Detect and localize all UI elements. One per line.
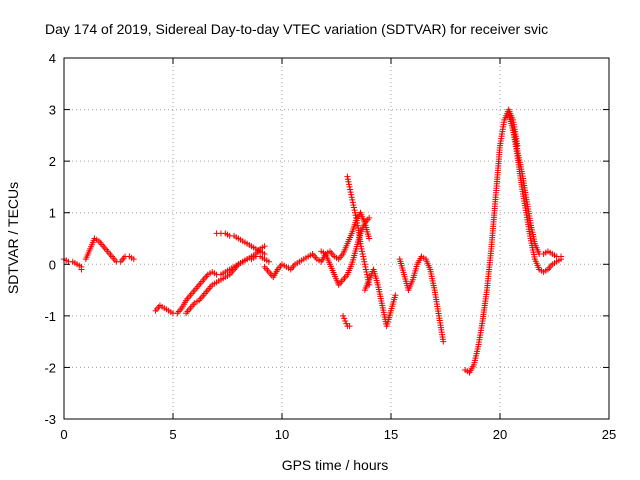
- data-point: [346, 323, 353, 330]
- data-point: [347, 189, 354, 196]
- data-point: [364, 271, 371, 278]
- data-point: [359, 248, 366, 255]
- data-point: [362, 266, 369, 273]
- data-point: [352, 209, 359, 216]
- data-point: [361, 258, 368, 265]
- chart-title: Day 174 of 2019, Sidereal Day-to-day VTE…: [45, 21, 548, 37]
- data-point: [360, 256, 367, 263]
- data-point: [354, 220, 361, 227]
- data-point: [357, 240, 364, 247]
- data-point: [358, 245, 365, 252]
- data-point: [354, 222, 361, 229]
- data-point: [363, 269, 370, 276]
- y-tick-label: -1: [44, 309, 56, 324]
- plot-frame: [63, 57, 610, 420]
- data-point: [346, 181, 353, 188]
- data-point: [344, 173, 351, 180]
- y-tick-label: -3: [44, 412, 56, 427]
- data-point: [362, 263, 369, 270]
- data-point: [350, 204, 357, 211]
- data-points: [61, 106, 565, 376]
- x-tick-label: 20: [493, 427, 507, 442]
- data-point: [344, 176, 351, 183]
- y-tick-label: 4: [49, 51, 56, 66]
- axis-ticks: 0 5 10 15 20 25 -3 -2 -1 0 1 2 3 4: [44, 51, 616, 442]
- data-point: [392, 292, 399, 299]
- x-tick-label: 15: [384, 427, 398, 442]
- data-point: [343, 320, 350, 327]
- data-point: [440, 338, 447, 345]
- y-tick-label: 0: [49, 257, 56, 272]
- data-point: [345, 178, 352, 185]
- x-tick-label: 10: [275, 427, 289, 442]
- x-tick-label: 0: [60, 427, 67, 442]
- data-point: [361, 261, 368, 268]
- data-point: [351, 207, 358, 214]
- data-point: [261, 243, 268, 250]
- x-tick-label: 25: [602, 427, 616, 442]
- data-point: [347, 186, 354, 193]
- data-point: [360, 253, 367, 260]
- data-point: [349, 199, 356, 206]
- data-point: [558, 253, 565, 260]
- y-tick-label: -2: [44, 360, 56, 375]
- x-axis-label: GPS time / hours: [282, 457, 389, 473]
- data-point: [261, 250, 268, 257]
- data-point: [341, 315, 348, 322]
- y-tick-label: 3: [49, 103, 56, 118]
- data-point: [78, 266, 85, 273]
- grid: [64, 58, 609, 419]
- data-point: [366, 235, 373, 242]
- data-point: [358, 243, 365, 250]
- data-point: [352, 212, 359, 219]
- data-point: [353, 214, 360, 221]
- data-point: [359, 250, 366, 257]
- data-point: [130, 256, 137, 263]
- data-point: [340, 312, 347, 319]
- data-point: [342, 318, 349, 325]
- y-tick-label: 2: [49, 154, 56, 169]
- data-point: [348, 191, 355, 198]
- data-point: [346, 183, 353, 190]
- y-tick-label: 1: [49, 206, 56, 221]
- data-point: [349, 196, 356, 203]
- x-tick-label: 5: [169, 427, 176, 442]
- data-point: [353, 217, 360, 224]
- data-point: [366, 214, 373, 221]
- data-point: [350, 201, 357, 208]
- y-axis-label: SDTVAR / TECUs: [5, 182, 21, 294]
- data-point: [348, 194, 355, 201]
- data-point: [265, 258, 272, 265]
